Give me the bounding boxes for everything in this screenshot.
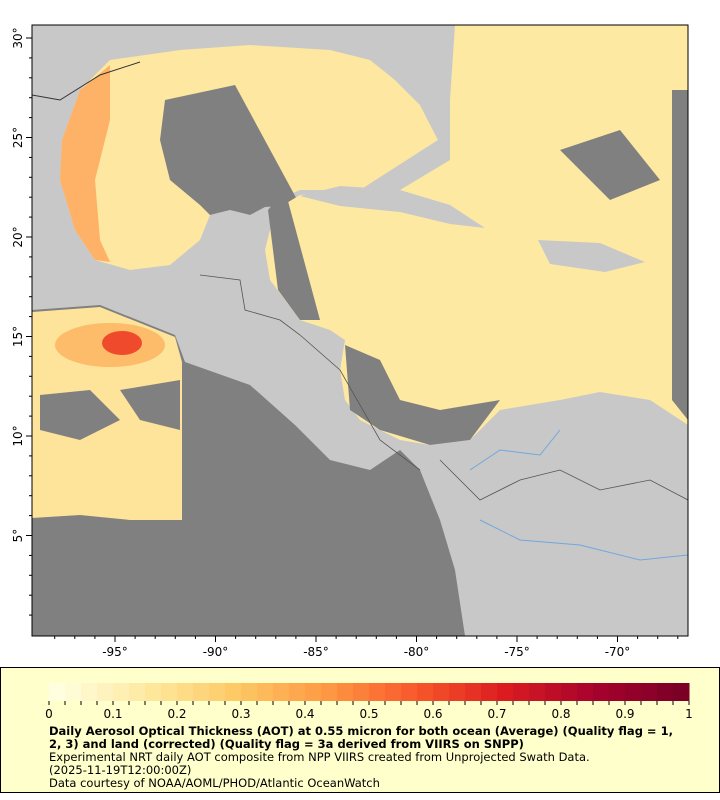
country-border (439, 459, 688, 501)
colorbar-swatch (401, 683, 418, 701)
river (479, 519, 688, 561)
caption-line-3: Data courtesy of NOAA/AOML/PHOD/Atlantic… (49, 776, 380, 790)
caption-line-1: Experimental NRT daily AOT composite fro… (49, 750, 590, 764)
lat-tick-label: 15° (11, 326, 25, 347)
colorbar-swatch (353, 683, 370, 701)
river (469, 429, 561, 471)
atlantic-no-data (560, 130, 660, 200)
colorbar-swatch (545, 683, 562, 701)
colorbar-tick-label: 0.1 (103, 707, 122, 721)
colorbar-swatch (433, 683, 450, 701)
colorbar-swatch (225, 683, 242, 701)
pacific-no-data-patch (120, 380, 180, 430)
lat-tick-label: 30° (11, 27, 25, 48)
lon-tick-label: -80° (404, 645, 430, 659)
colorbar-tick-label: 0.8 (551, 707, 570, 721)
pacific-no-data-patch (40, 390, 120, 440)
colorbar-swatch (289, 683, 306, 701)
colorbar-swatch (369, 683, 386, 701)
colorbar: 0 0.1 0.2 0.3 0.4 0.5 0.6 0.7 0.8 0.9 1 (45, 683, 693, 721)
colorbar-swatch (657, 683, 674, 701)
colorbar-swatch (81, 683, 98, 701)
colorbar-swatch (305, 683, 322, 701)
lon-tick-label: -85° (303, 645, 329, 659)
colorbar-swatch (625, 683, 642, 701)
map-frame (31, 24, 689, 637)
legend-panel: 0 0.1 0.2 0.3 0.4 0.5 0.6 0.7 0.8 0.9 1 Daily Aero… (0, 667, 720, 793)
gulf-swath-gap (160, 85, 300, 215)
caption-lines: Experimental NRT daily AOT composite fro… (49, 751, 689, 790)
colorbar-swatch (337, 683, 354, 701)
colorbar-swatch (529, 683, 546, 701)
colorbar-swatch (449, 683, 466, 701)
caribbean-atlantic-aot (265, 25, 688, 445)
colorbar-tick-label: 0.6 (423, 707, 442, 721)
colorbar-swatch (193, 683, 210, 701)
lon-tick-label: -70° (605, 645, 631, 659)
colorbar-tick-label: 0.4 (295, 707, 314, 721)
colorbar-swatch (481, 683, 498, 701)
colorbar-swatch (97, 683, 114, 701)
pacific-aot-hotspot (102, 331, 142, 355)
gulf-coast-aot (60, 65, 110, 262)
colorbar-swatch (129, 683, 146, 701)
colorbar-swatch (273, 683, 290, 701)
colorbar-tick-label: 0 (45, 707, 53, 721)
colorbar-tick-label: 0.7 (487, 707, 506, 721)
colorbar-swatch (641, 683, 658, 701)
lon-tick-label: -90° (203, 645, 229, 659)
country-border (199, 274, 421, 471)
aot-map: -95° -90° -85° -80° -75° -70° 30° 25° 20° 15° 10° 5… (11, 24, 689, 659)
colorbar-swatch (65, 683, 82, 701)
florida (370, 25, 455, 140)
caribbean-swath-gap (268, 190, 320, 320)
colorbar-swatch (673, 683, 690, 701)
colorbar-swatch (561, 683, 578, 701)
colorbar-tick-label: 0.2 (167, 707, 186, 721)
colorbar-swatch (497, 683, 514, 701)
colorbar-tick-label: 0.9 (615, 707, 634, 721)
colorbar-swatch (513, 683, 530, 701)
lat-tick-label: 20° (11, 226, 25, 247)
colorbar-tick-label: 0.3 (231, 707, 250, 721)
country-border (32, 61, 141, 101)
colorbar-tick-label: 1 (685, 707, 693, 721)
caribbean-no-data (345, 345, 500, 445)
colorbar-swatch (257, 683, 274, 701)
colorbar-swatch (385, 683, 402, 701)
hispaniola (538, 240, 645, 272)
colorbar-swatch (577, 683, 594, 701)
caption-line-2: (2025-11-19T12:00:00Z) (49, 763, 192, 777)
lon-tick-label: -75° (504, 645, 530, 659)
colorbar-swatch (49, 683, 66, 701)
cuba (300, 186, 485, 228)
colorbar-swatch (417, 683, 434, 701)
caption-title: Daily Aerosol Optical Thickness (AOT) at… (49, 724, 673, 751)
colorbar-swatch (145, 683, 162, 701)
colorbar-swatch (113, 683, 130, 701)
colorbar-swatch (241, 683, 258, 701)
colorbar-swatch (609, 683, 626, 701)
lon-tick-label: -95° (102, 645, 128, 659)
lat-tick-label: 10° (11, 425, 25, 446)
colorbar-swatch (465, 683, 482, 701)
atlantic-no-data (672, 90, 688, 420)
colorbar-swatch (209, 683, 226, 701)
colorbar-swatch (593, 683, 610, 701)
lat-tick-label: 25° (11, 127, 25, 148)
lat-tick-label: 5° (11, 529, 25, 543)
colorbar-swatch (177, 683, 194, 701)
colorbar-swatch (161, 683, 178, 701)
colorbar-tick-label: 0.5 (359, 707, 378, 721)
colorbar-swatch (321, 683, 338, 701)
